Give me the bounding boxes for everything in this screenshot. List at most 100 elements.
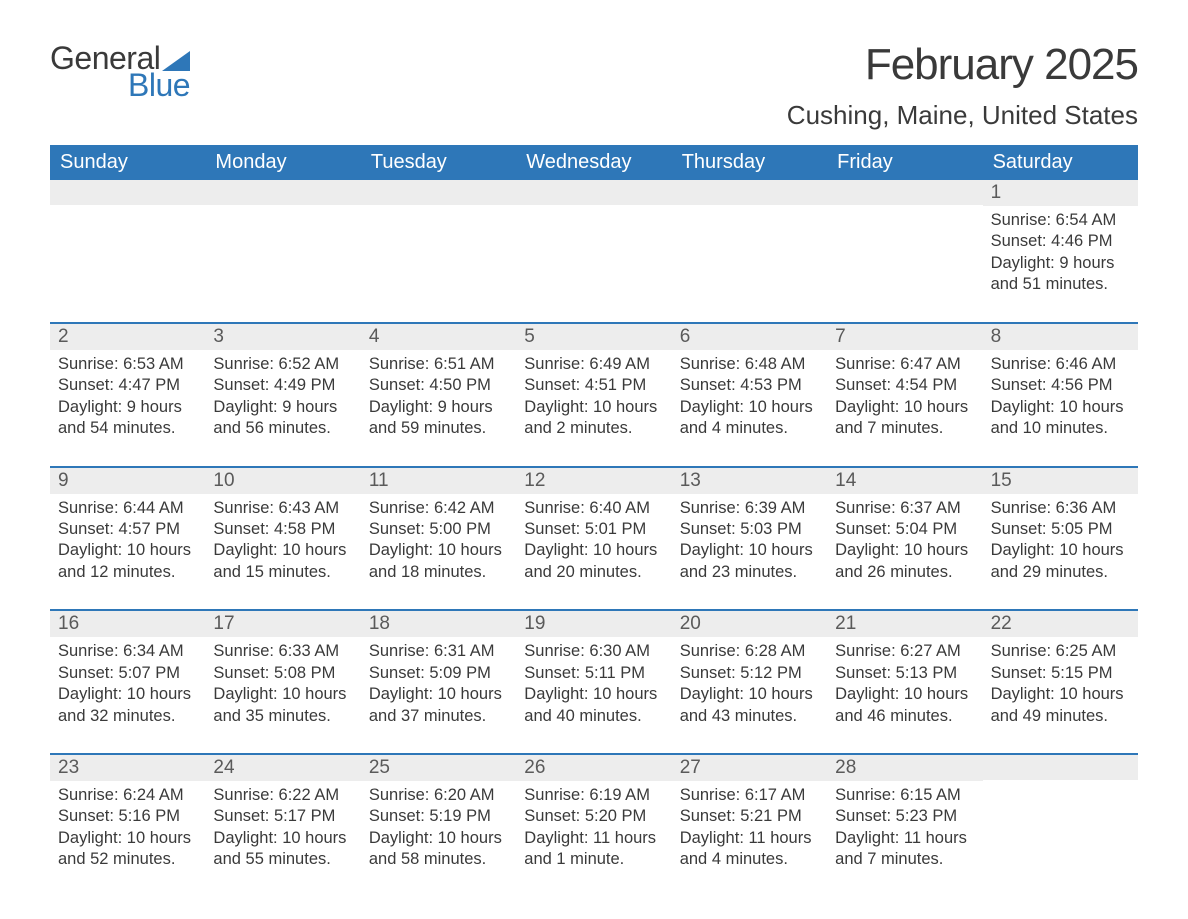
day-daylight1: Daylight: 10 hours	[991, 684, 1130, 705]
day-sunrise: Sunrise: 6:49 AM	[524, 354, 663, 375]
day-daylight2: and 20 minutes.	[524, 562, 663, 583]
day-number: 22	[983, 611, 1138, 637]
day-details	[827, 205, 982, 297]
day-sunset: Sunset: 4:54 PM	[835, 375, 974, 396]
day-daylight1: Daylight: 9 hours	[58, 397, 197, 418]
day-details: Sunrise: 6:48 AMSunset: 4:53 PMDaylight:…	[672, 350, 827, 448]
calendar-day: 16Sunrise: 6:34 AMSunset: 5:07 PMDayligh…	[50, 611, 205, 735]
calendar-day: 27Sunrise: 6:17 AMSunset: 5:21 PMDayligh…	[672, 755, 827, 879]
day-details	[50, 205, 205, 297]
day-sunrise: Sunrise: 6:47 AM	[835, 354, 974, 375]
day-sunset: Sunset: 4:47 PM	[58, 375, 197, 396]
calendar-day: 9Sunrise: 6:44 AMSunset: 4:57 PMDaylight…	[50, 468, 205, 592]
day-daylight1: Daylight: 10 hours	[524, 684, 663, 705]
day-details: Sunrise: 6:27 AMSunset: 5:13 PMDaylight:…	[827, 637, 982, 735]
day-sunrise: Sunrise: 6:40 AM	[524, 498, 663, 519]
day-daylight1: Daylight: 11 hours	[835, 828, 974, 849]
day-daylight1: Daylight: 9 hours	[369, 397, 508, 418]
day-daylight1: Daylight: 11 hours	[680, 828, 819, 849]
day-sunrise: Sunrise: 6:37 AM	[835, 498, 974, 519]
day-sunset: Sunset: 5:01 PM	[524, 519, 663, 540]
day-sunset: Sunset: 5:13 PM	[835, 663, 974, 684]
calendar-day	[827, 180, 982, 304]
day-daylight1: Daylight: 10 hours	[524, 540, 663, 561]
day-sunset: Sunset: 5:08 PM	[213, 663, 352, 684]
day-header: Wednesday	[516, 145, 671, 180]
day-daylight2: and 4 minutes.	[680, 418, 819, 439]
day-daylight2: and 1 minute.	[524, 849, 663, 870]
day-number: 8	[983, 324, 1138, 350]
day-daylight2: and 49 minutes.	[991, 706, 1130, 727]
day-details: Sunrise: 6:34 AMSunset: 5:07 PMDaylight:…	[50, 637, 205, 735]
day-sunrise: Sunrise: 6:52 AM	[213, 354, 352, 375]
day-sunrise: Sunrise: 6:34 AM	[58, 641, 197, 662]
weeks-container: 1Sunrise: 6:54 AMSunset: 4:46 PMDaylight…	[50, 180, 1138, 879]
day-number	[672, 180, 827, 205]
day-sunset: Sunset: 5:23 PM	[835, 806, 974, 827]
calendar-day: 4Sunrise: 6:51 AMSunset: 4:50 PMDaylight…	[361, 324, 516, 448]
day-daylight1: Daylight: 9 hours	[213, 397, 352, 418]
day-details: Sunrise: 6:31 AMSunset: 5:09 PMDaylight:…	[361, 637, 516, 735]
day-daylight2: and 40 minutes.	[524, 706, 663, 727]
location-subtitle: Cushing, Maine, United States	[787, 100, 1138, 131]
day-sunset: Sunset: 4:46 PM	[991, 231, 1130, 252]
page-header: General Blue February 2025 Cushing, Main…	[50, 40, 1138, 131]
day-daylight2: and 7 minutes.	[835, 849, 974, 870]
day-details: Sunrise: 6:49 AMSunset: 4:51 PMDaylight:…	[516, 350, 671, 448]
day-daylight2: and 23 minutes.	[680, 562, 819, 583]
day-daylight1: Daylight: 10 hours	[835, 540, 974, 561]
day-header: Monday	[205, 145, 360, 180]
day-daylight2: and 58 minutes.	[369, 849, 508, 870]
day-number: 5	[516, 324, 671, 350]
calendar-day	[983, 755, 1138, 879]
day-daylight2: and 15 minutes.	[213, 562, 352, 583]
day-sunset: Sunset: 5:09 PM	[369, 663, 508, 684]
day-number: 9	[50, 468, 205, 494]
day-details: Sunrise: 6:33 AMSunset: 5:08 PMDaylight:…	[205, 637, 360, 735]
day-number	[983, 755, 1138, 780]
day-number: 19	[516, 611, 671, 637]
calendar-day: 1Sunrise: 6:54 AMSunset: 4:46 PMDaylight…	[983, 180, 1138, 304]
day-daylight1: Daylight: 10 hours	[680, 397, 819, 418]
day-daylight2: and 18 minutes.	[369, 562, 508, 583]
day-daylight2: and 32 minutes.	[58, 706, 197, 727]
day-sunrise: Sunrise: 6:51 AM	[369, 354, 508, 375]
day-number	[827, 180, 982, 205]
day-sunset: Sunset: 5:00 PM	[369, 519, 508, 540]
calendar-week: 9Sunrise: 6:44 AMSunset: 4:57 PMDaylight…	[50, 466, 1138, 592]
day-number	[361, 180, 516, 205]
day-sunrise: Sunrise: 6:27 AM	[835, 641, 974, 662]
day-daylight2: and 4 minutes.	[680, 849, 819, 870]
calendar-day	[50, 180, 205, 304]
calendar-day: 18Sunrise: 6:31 AMSunset: 5:09 PMDayligh…	[361, 611, 516, 735]
calendar-day: 26Sunrise: 6:19 AMSunset: 5:20 PMDayligh…	[516, 755, 671, 879]
day-details: Sunrise: 6:39 AMSunset: 5:03 PMDaylight:…	[672, 494, 827, 592]
day-header: Sunday	[50, 145, 205, 180]
day-sunset: Sunset: 5:04 PM	[835, 519, 974, 540]
calendar-day: 20Sunrise: 6:28 AMSunset: 5:12 PMDayligh…	[672, 611, 827, 735]
day-number: 7	[827, 324, 982, 350]
day-daylight1: Daylight: 10 hours	[213, 540, 352, 561]
day-daylight1: Daylight: 10 hours	[369, 540, 508, 561]
day-details: Sunrise: 6:36 AMSunset: 5:05 PMDaylight:…	[983, 494, 1138, 592]
day-details: Sunrise: 6:54 AMSunset: 4:46 PMDaylight:…	[983, 206, 1138, 304]
day-daylight1: Daylight: 10 hours	[213, 684, 352, 705]
day-number: 23	[50, 755, 205, 781]
day-number: 27	[672, 755, 827, 781]
calendar-day: 12Sunrise: 6:40 AMSunset: 5:01 PMDayligh…	[516, 468, 671, 592]
calendar-day: 14Sunrise: 6:37 AMSunset: 5:04 PMDayligh…	[827, 468, 982, 592]
calendar-day: 15Sunrise: 6:36 AMSunset: 5:05 PMDayligh…	[983, 468, 1138, 592]
day-sunset: Sunset: 4:58 PM	[213, 519, 352, 540]
day-sunrise: Sunrise: 6:54 AM	[991, 210, 1130, 231]
day-number: 2	[50, 324, 205, 350]
day-details: Sunrise: 6:28 AMSunset: 5:12 PMDaylight:…	[672, 637, 827, 735]
day-sunset: Sunset: 4:51 PM	[524, 375, 663, 396]
day-number: 13	[672, 468, 827, 494]
day-number: 28	[827, 755, 982, 781]
logo-text-blue: Blue	[128, 67, 190, 104]
day-header: Friday	[827, 145, 982, 180]
day-daylight1: Daylight: 10 hours	[58, 828, 197, 849]
day-daylight2: and 59 minutes.	[369, 418, 508, 439]
day-daylight1: Daylight: 10 hours	[58, 540, 197, 561]
day-details: Sunrise: 6:44 AMSunset: 4:57 PMDaylight:…	[50, 494, 205, 592]
